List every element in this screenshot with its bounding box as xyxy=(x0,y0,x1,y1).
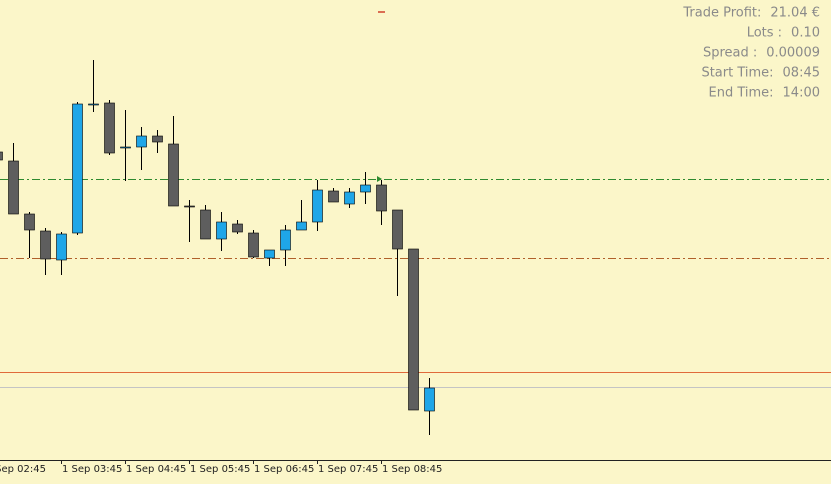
candle-body xyxy=(88,103,99,106)
candle-body xyxy=(344,191,355,205)
candle-body xyxy=(264,249,275,259)
candle-body xyxy=(40,230,51,260)
info-value: 0.00009 xyxy=(766,46,820,61)
x-tick-label: 1 Sep 08:45 xyxy=(382,464,442,475)
x-tick-label: 1 Sep 05:45 xyxy=(190,464,250,475)
candle-body xyxy=(408,248,419,411)
x-tick-label: 1 Sep 03:45 xyxy=(62,464,122,475)
candle-body xyxy=(280,229,291,251)
info-label: Start Time: xyxy=(701,66,773,81)
x-tick-label: Sep 02:45 xyxy=(0,464,46,475)
x-tick-label: 1 Sep 07:45 xyxy=(318,464,378,475)
candle-body xyxy=(312,189,323,223)
info-label: Spread : xyxy=(703,46,757,61)
candle-body xyxy=(328,190,339,203)
arrow xyxy=(377,176,382,182)
info-value: 14:00 xyxy=(783,86,820,101)
candle-body xyxy=(232,223,243,233)
info-value: 0.10 xyxy=(791,26,820,41)
candle-body xyxy=(168,143,179,207)
info-panel: 21.04 € Trade Profit: 0.10 Lots : 0.00009 Spr… xyxy=(682,6,820,101)
candle-body xyxy=(360,184,371,193)
candle-body xyxy=(72,103,83,234)
candle-body xyxy=(136,135,147,148)
candle-body xyxy=(152,135,163,143)
info-label: End Time: xyxy=(708,86,773,101)
x-tick-label: 1 Sep 06:45 xyxy=(254,464,314,475)
info-label: Trade Profit: xyxy=(682,6,761,21)
info-label: Lots : xyxy=(747,26,782,41)
candle-body xyxy=(56,233,67,261)
candle-body xyxy=(248,232,259,258)
candle-body xyxy=(0,151,3,161)
candle-body xyxy=(104,102,115,154)
candle-body xyxy=(216,221,227,240)
candle-body xyxy=(184,205,195,208)
candle-body xyxy=(392,209,403,250)
time-axis: Sep 02:45 1 Sep 03:45 1 Sep 04:45 1 Sep 05:… xyxy=(0,460,442,475)
candle-body xyxy=(8,160,19,215)
candle-body xyxy=(376,184,387,212)
candle-body xyxy=(424,387,435,412)
info-value: 08:45 xyxy=(783,66,820,81)
candle-body xyxy=(24,213,35,231)
candles xyxy=(0,60,435,435)
x-tick-label: 1 Sep 04:45 xyxy=(126,464,186,475)
candle-body xyxy=(296,221,307,231)
candle-body xyxy=(120,146,131,149)
candle-body xyxy=(200,209,211,240)
info-value: 21.04 € xyxy=(770,6,820,21)
